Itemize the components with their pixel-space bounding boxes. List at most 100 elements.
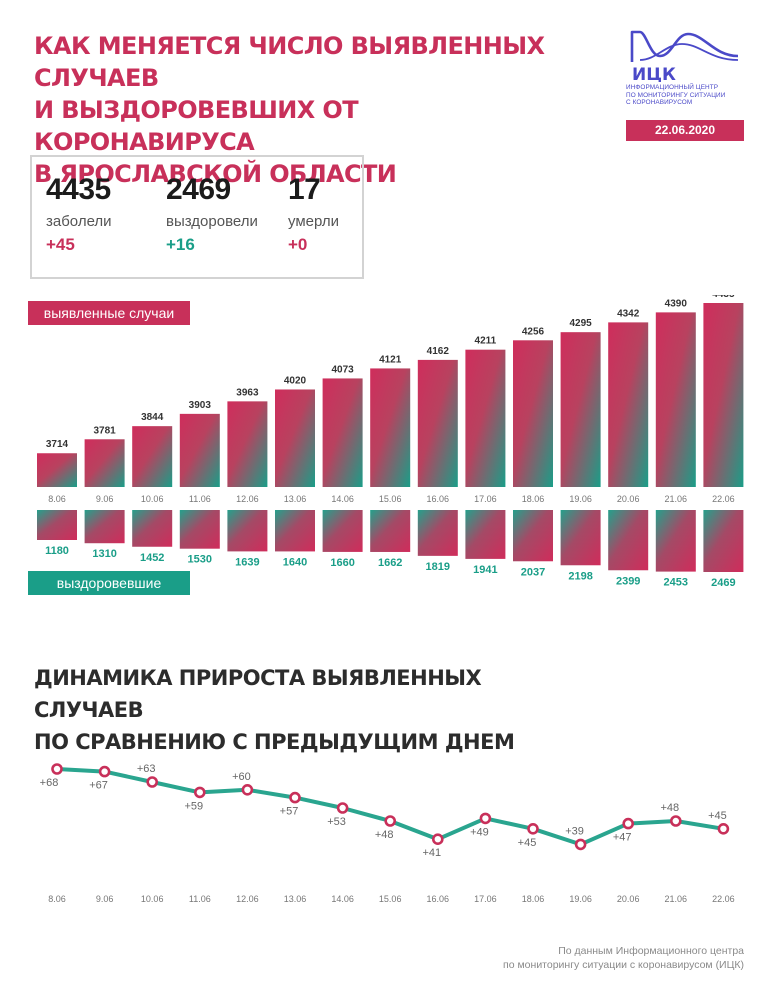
bar-cases bbox=[703, 303, 744, 487]
line-point-label: +53 bbox=[327, 816, 346, 828]
stat-deaths: 17 умерли +0 bbox=[288, 173, 339, 255]
bar-cases bbox=[275, 389, 315, 487]
bar-cases bbox=[655, 312, 696, 487]
bar-recovered-value: 1660 bbox=[330, 557, 354, 569]
x-tick-label: 21.06 bbox=[665, 894, 688, 904]
bar-cases-value: 3714 bbox=[46, 439, 69, 450]
line-point-label: +48 bbox=[375, 829, 394, 841]
bar-recovered bbox=[417, 510, 458, 556]
title-line: КАК МЕНЯЕТСЯ ЧИСЛО ВЫЯВЛЕННЫХ СЛУЧАЕВ bbox=[34, 32, 545, 92]
line-point-label: +45 bbox=[518, 837, 537, 849]
bar-cases bbox=[513, 340, 553, 487]
line-chart: +68 8.06 +67 9.06 +63 10.06 +59 11.06 +60 12.06 +5… bbox=[40, 763, 735, 904]
line-point bbox=[98, 765, 111, 778]
bar-cases-value: 4435 bbox=[712, 295, 735, 300]
logo-subtitle-line: по мониторингу ситуации bbox=[626, 91, 726, 99]
line-point bbox=[622, 817, 635, 830]
x-tick-label: 18.06 bbox=[522, 494, 545, 504]
stat-label: умерли bbox=[288, 213, 339, 230]
bar-recovered bbox=[703, 510, 744, 572]
bar-cases-value: 3963 bbox=[236, 387, 259, 398]
x-tick-label: 19.06 bbox=[569, 894, 592, 904]
bar-recovered bbox=[275, 510, 315, 552]
bar-recovered bbox=[227, 510, 268, 552]
x-tick-label: 17.06 bbox=[474, 894, 497, 904]
stat-delta: +45 bbox=[46, 235, 75, 254]
bar-recovered bbox=[608, 510, 649, 571]
stat-value: 17 bbox=[288, 173, 321, 206]
bar-recovered-value: 2198 bbox=[568, 570, 592, 582]
bar-recovered-value: 1310 bbox=[92, 548, 116, 560]
bar-cases bbox=[84, 439, 125, 487]
x-tick-label: 10.06 bbox=[141, 894, 164, 904]
bar-recovered bbox=[513, 510, 553, 562]
line-point-label: +63 bbox=[137, 763, 156, 775]
bar-recovered bbox=[84, 510, 125, 544]
legend-recovered: выздоровевшие bbox=[28, 571, 190, 595]
x-tick-label: 10.06 bbox=[141, 494, 164, 504]
x-tick-label: 15.06 bbox=[379, 494, 402, 504]
line-point bbox=[146, 776, 158, 788]
x-tick-label: 18.06 bbox=[522, 894, 545, 904]
stat-recovered: 2469 выздоровели +16 bbox=[166, 173, 258, 255]
line-point-label: +47 bbox=[613, 832, 632, 844]
bar-recovered bbox=[179, 510, 220, 549]
x-tick-label: 12.06 bbox=[236, 494, 259, 504]
line-point bbox=[384, 815, 397, 827]
x-tick-label: 22.06 bbox=[712, 494, 735, 504]
bar-cases bbox=[465, 349, 506, 487]
logo-text: ИЦК bbox=[632, 65, 676, 82]
bar-cases-value: 4390 bbox=[665, 298, 688, 309]
line-point bbox=[194, 786, 206, 799]
line-point-label: +57 bbox=[280, 806, 299, 818]
source-line: По данным Информационного центра bbox=[558, 945, 744, 957]
bar-recovered-value: 1819 bbox=[426, 561, 450, 573]
line-chart-title-line: ПО СРАВНЕНИЮ С ПРЕДЫДУЩИМ ДНЕМ bbox=[34, 730, 515, 754]
stat-label: заболели bbox=[46, 213, 112, 230]
x-tick-label: 16.06 bbox=[427, 494, 450, 504]
line-point-label: +41 bbox=[422, 847, 441, 859]
bar-recovered bbox=[132, 510, 173, 547]
logo: ИЦК Информационный центр по мониторингу … bbox=[626, 26, 744, 107]
line-point-label: +39 bbox=[565, 825, 584, 837]
line-point bbox=[527, 823, 539, 835]
x-tick-label: 14.06 bbox=[331, 894, 354, 904]
x-tick-label: 13.06 bbox=[284, 894, 307, 904]
bar-cases bbox=[132, 426, 173, 487]
legend-recovered-label: выздоровевшие bbox=[57, 575, 162, 591]
stat-delta: +16 bbox=[166, 235, 195, 254]
date-badge: 22.06.2020 bbox=[626, 120, 744, 141]
bar-recovered bbox=[655, 510, 696, 572]
line-point-label: +49 bbox=[470, 826, 489, 838]
line-point bbox=[336, 802, 349, 814]
x-tick-label: 9.06 bbox=[96, 494, 114, 504]
line-point bbox=[717, 823, 730, 835]
stats-box: 4435 заболели +45 2469 выздоровели +16 1… bbox=[30, 155, 364, 279]
line-chart-title: ДИНАМИКА ПРИРОСТА ВЫЯВЛЕННЫХ СЛУЧАЕВ ПО … bbox=[34, 662, 594, 758]
bar-recovered-value: 1452 bbox=[140, 552, 164, 564]
bar-cases-value: 3903 bbox=[189, 400, 212, 411]
stat-value: 2469 bbox=[166, 173, 231, 206]
bar-cases bbox=[560, 332, 601, 487]
bar-cases-value: 4256 bbox=[522, 326, 545, 337]
bar-recovered-value: 2453 bbox=[664, 577, 688, 589]
bar-recovered-value: 1639 bbox=[235, 556, 259, 568]
line-point-label: +59 bbox=[184, 800, 203, 812]
line-point-label: +67 bbox=[89, 780, 108, 792]
x-tick-label: 12.06 bbox=[236, 894, 259, 904]
logo-subtitle: Информационный центр по мониторингу ситу… bbox=[626, 84, 744, 107]
line-point bbox=[479, 812, 492, 825]
bar-recovered bbox=[560, 510, 601, 566]
x-tick-label: 16.06 bbox=[427, 894, 450, 904]
stat-delta: +0 bbox=[288, 235, 308, 254]
source-line: по мониторингу ситуации с коронавирусом … bbox=[503, 959, 744, 971]
title-line: В ЯРОСЛАВСКОЙ ОБЛАСТИ bbox=[34, 160, 397, 188]
x-tick-label: 11.06 bbox=[189, 494, 211, 504]
bar-cases-value: 3781 bbox=[93, 425, 116, 436]
page-title: КАК МЕНЯЕТСЯ ЧИСЛО ВЫЯВЛЕННЫХ СЛУЧАЕВ И … bbox=[34, 30, 574, 190]
bar-cases bbox=[417, 359, 458, 487]
bar-cases bbox=[227, 401, 268, 487]
x-tick-label: 8.06 bbox=[48, 894, 66, 904]
line-point bbox=[289, 791, 301, 804]
bar-recovered-value: 1662 bbox=[378, 557, 402, 569]
